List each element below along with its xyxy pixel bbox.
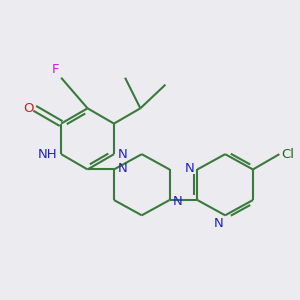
Text: O: O <box>23 102 33 115</box>
Text: N: N <box>173 195 183 208</box>
Text: NH: NH <box>38 148 58 161</box>
Text: N: N <box>214 217 224 230</box>
Text: F: F <box>51 63 59 76</box>
Text: N: N <box>185 162 195 175</box>
Text: Cl: Cl <box>282 148 295 161</box>
Text: N: N <box>117 148 127 161</box>
Text: N: N <box>117 162 127 175</box>
